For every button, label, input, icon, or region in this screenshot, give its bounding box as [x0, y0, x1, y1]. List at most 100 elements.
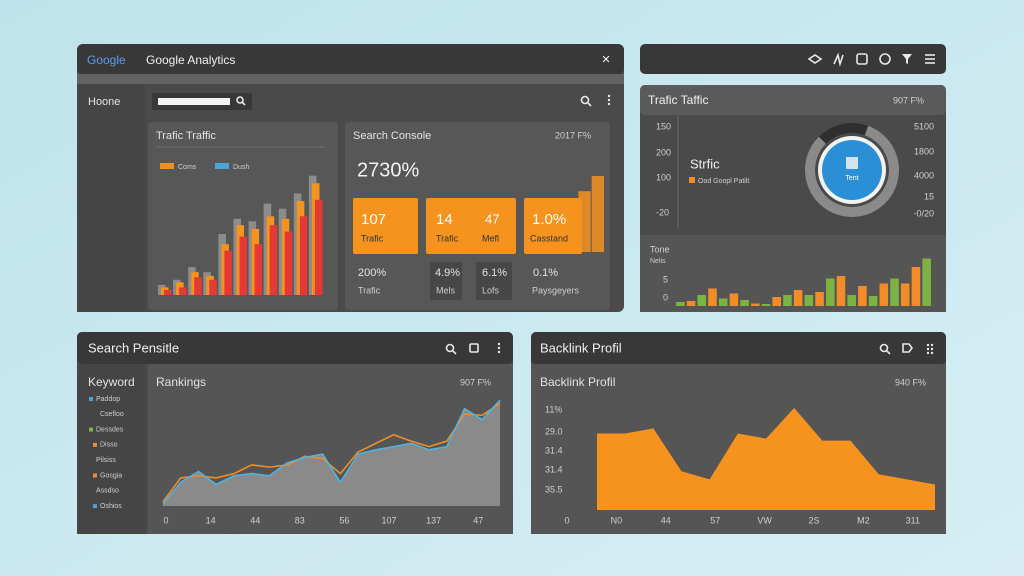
metric-card[interactable]: [426, 198, 516, 254]
bar: [239, 236, 248, 295]
axis-label: 4000: [914, 170, 934, 180]
line: [162, 402, 501, 503]
bar: [299, 216, 308, 295]
backlink-window: Backlink Profil Backlink Profil 940 F% 1…: [531, 332, 946, 534]
list-item[interactable]: Dessdes: [96, 426, 124, 433]
toolbar-icon[interactable]: [925, 54, 935, 64]
stat-box: [430, 262, 462, 300]
stat-value: 6.1%: [482, 267, 507, 279]
card-value: 14: [436, 211, 453, 228]
area: [163, 400, 500, 506]
heading: Strfic: [690, 156, 720, 171]
search-icon[interactable]: [879, 343, 891, 355]
donut-center: [822, 140, 882, 200]
toolbar-icon[interactable]: [856, 53, 868, 65]
stat-label: Lofs: [482, 285, 500, 295]
bar: [697, 295, 707, 306]
item-dot: [89, 397, 93, 401]
bar: [254, 244, 263, 295]
bar: [284, 231, 293, 295]
area: [597, 408, 935, 510]
legend-label: Ood Goopl Patilt: [698, 178, 749, 185]
list-item[interactable]: Disso: [100, 442, 118, 449]
section-title: Tone: [650, 244, 670, 254]
bar: [740, 300, 749, 306]
search-icon[interactable]: [445, 343, 457, 355]
line: [162, 399, 501, 505]
bar: [224, 250, 232, 295]
card-label: Trafic: [436, 233, 459, 243]
traffic-window: Trafic Taffic 907 F% 150 200 100 -20 510…: [640, 85, 946, 312]
card-label: Casstand: [530, 233, 568, 243]
axis-label: 35.5: [545, 484, 563, 494]
bar: [890, 278, 899, 306]
list-item[interactable]: Oshios: [100, 503, 122, 510]
period-select[interactable]: 907 F%: [460, 377, 491, 387]
toolbar-icon[interactable]: [807, 54, 823, 64]
period-select[interactable]: 907 F%: [893, 95, 924, 105]
axis-label: 0: [663, 292, 668, 302]
window-title: Google Analytics: [146, 53, 235, 67]
bar: [194, 277, 202, 295]
x-tick-label: 0: [564, 515, 569, 525]
axis-label: 1800: [914, 146, 934, 156]
list-item[interactable]: Assdso: [96, 488, 119, 495]
toolbar-icon[interactable]: [902, 54, 912, 64]
legend-swatch: [160, 163, 174, 169]
toolbar-icon[interactable]: [879, 53, 891, 65]
item-dot: [93, 473, 97, 478]
menu-icon[interactable]: [497, 342, 501, 354]
bar: [922, 258, 931, 306]
section-subtitle: Nelis: [650, 258, 666, 265]
legend-swatch: [215, 163, 229, 169]
menu-icon[interactable]: [607, 94, 611, 106]
search-input[interactable]: [158, 98, 230, 105]
stat-value: 4.9%: [435, 267, 460, 279]
bar: [676, 302, 685, 306]
list-item[interactable]: Paddop: [96, 396, 120, 403]
search-icon[interactable]: [236, 96, 246, 106]
bar: [793, 290, 803, 306]
bar: [761, 304, 771, 306]
bottom-section: [640, 235, 946, 312]
axis-label: 150: [656, 121, 671, 131]
panel-title: Rankings: [156, 375, 206, 389]
x-tick-label: 2S: [808, 515, 819, 525]
x-tick-label: 0: [163, 515, 168, 525]
bar: [686, 301, 696, 306]
window-title: Backlink Profil: [540, 340, 622, 355]
copy-icon[interactable]: [469, 343, 479, 353]
x-tick-label: 14: [206, 515, 216, 525]
bar: [718, 298, 728, 306]
item-dot: [93, 504, 97, 509]
toolbar-icon[interactable]: [833, 52, 844, 67]
bar: [868, 296, 878, 306]
grid-icon[interactable]: [926, 343, 934, 355]
tag-icon[interactable]: [902, 343, 913, 353]
bar: [879, 283, 889, 306]
nav-item[interactable]: Hoone: [88, 96, 120, 108]
close-button[interactable]: ×: [602, 51, 611, 68]
list-item[interactable]: Gosgia: [100, 472, 122, 479]
axis-label: 31.4: [545, 464, 563, 474]
period-select[interactable]: 2017 F%: [555, 130, 591, 140]
stat-value: 0.1%: [533, 267, 558, 279]
search-icon[interactable]: [580, 95, 592, 107]
list-item[interactable]: Pilsiss: [96, 457, 116, 464]
card-value: 107: [361, 211, 386, 228]
bar: [804, 295, 814, 306]
x-tick-label: 44: [661, 515, 671, 525]
bar: [911, 267, 921, 306]
bar: [836, 276, 846, 306]
axis-label: -20: [656, 207, 669, 217]
metric-card[interactable]: [353, 198, 418, 254]
donut-label: Tent: [845, 175, 858, 182]
bar: [825, 278, 835, 306]
metric-card[interactable]: [524, 198, 582, 254]
axis-label: 11%: [545, 404, 562, 414]
legend-label: Dush: [233, 164, 249, 171]
period-select[interactable]: 940 F%: [895, 377, 926, 387]
x-tick-label: 107: [381, 515, 396, 525]
axis-label: 100: [656, 172, 671, 182]
list-item[interactable]: Csefloo: [100, 411, 124, 418]
